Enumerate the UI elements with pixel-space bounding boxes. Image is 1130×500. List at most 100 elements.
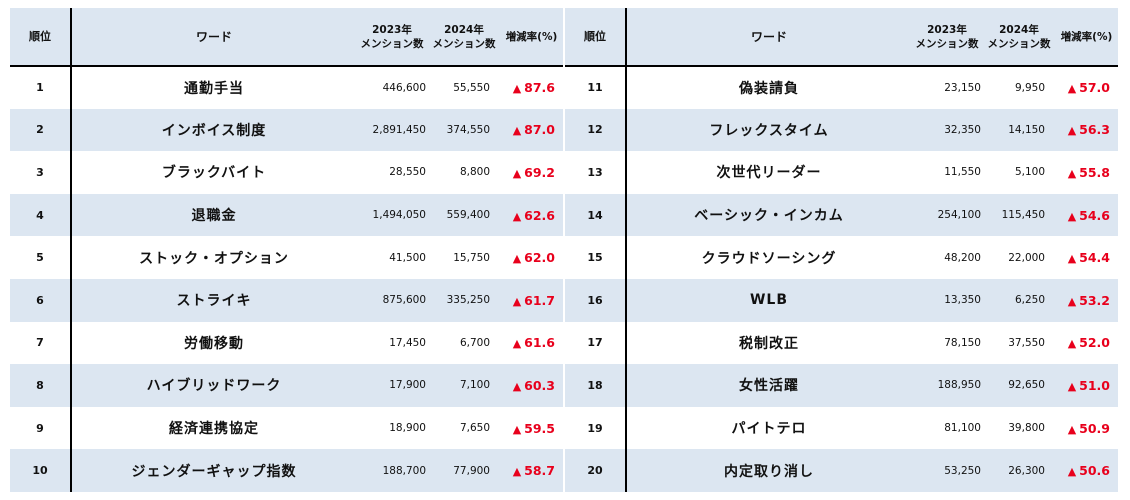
mentions-2023-cell: 17,900 — [356, 364, 428, 407]
rate-value: 53.2 — [1079, 292, 1110, 308]
rate-value: 57.0 — [1079, 80, 1110, 96]
table-row: 2 インボイス制度 2,891,450 374,550 ▲ 87.0 — [10, 108, 563, 152]
rate-cell: ▲ 56.3 — [1055, 108, 1118, 152]
table-row: 3 ブラックバイト 28,550 8,800 ▲ 69.2 — [10, 151, 563, 194]
mentions-2024-cell: 92,650 — [983, 364, 1055, 407]
rate-cell: ▲ 60.3 — [500, 364, 563, 407]
rate-value: 54.6 — [1079, 207, 1110, 223]
word-cell: 税制改正 — [626, 321, 911, 365]
rank-cell: 4 — [10, 193, 72, 237]
rank-cell: 7 — [10, 321, 72, 365]
mentions-2023-cell: 78,150 — [911, 321, 983, 365]
mentions-2023-cell: 446,600 — [356, 66, 428, 109]
up-triangle-icon: ▲ — [1067, 124, 1077, 138]
table-row: 8 ハイブリッドワーク 17,900 7,100 ▲ 60.3 — [10, 364, 563, 407]
table-header-row: 順位 ワード 2023年 メンション数 2024年 メンション数 増減率(%) — [565, 8, 1118, 66]
mentions-2023-cell: 11,550 — [911, 151, 983, 194]
word-cell: ベーシック・インカム — [626, 193, 911, 237]
table-row: 4 退職金 1,494,050 559,400 ▲ 62.6 — [10, 193, 563, 237]
word-cell: 内定取り消し — [626, 449, 911, 492]
mentions-2024-cell: 37,550 — [983, 321, 1055, 365]
mentions-2023-cell: 2,891,450 — [356, 108, 428, 152]
rank-cell: 11 — [565, 66, 627, 109]
table-row: 1 通勤手当 446,600 55,550 ▲ 87.6 — [10, 66, 563, 109]
word-cell: パイトテロ — [626, 406, 911, 450]
rate-value: 58.7 — [524, 463, 555, 479]
mentions-2023-cell: 28,550 — [356, 151, 428, 194]
rate-cell: ▲ 52.0 — [1055, 321, 1118, 365]
rate-cell: ▲ 54.4 — [1055, 236, 1118, 279]
header-2023-year: 2023年 — [927, 23, 967, 36]
rate-value: 62.0 — [524, 250, 555, 266]
mentions-2023-cell: 13,350 — [911, 278, 983, 322]
rank-cell: 17 — [565, 321, 627, 365]
up-triangle-icon: ▲ — [512, 124, 522, 138]
table-row: 18 女性活躍 188,950 92,650 ▲ 51.0 — [565, 364, 1118, 407]
mentions-2023-cell: 32,350 — [911, 108, 983, 152]
mentions-2023-cell: 48,200 — [911, 236, 983, 279]
rate-value: 62.6 — [524, 207, 555, 223]
rank-cell: 15 — [565, 236, 627, 279]
header-2024: 2024年 メンション数 — [428, 8, 500, 66]
word-cell: インボイス制度 — [71, 108, 356, 152]
rate-cell: ▲ 51.0 — [1055, 364, 1118, 407]
mentions-2024-cell: 6,700 — [428, 321, 500, 365]
table-row: 7 労働移動 17,450 6,700 ▲ 61.6 — [10, 321, 563, 365]
mentions-2024-cell: 115,450 — [983, 193, 1055, 237]
rate-value: 56.3 — [1079, 122, 1110, 138]
header-word: ワード — [71, 8, 356, 66]
word-cell: WLB — [626, 278, 911, 322]
rate-cell: ▲ 55.8 — [1055, 151, 1118, 194]
rate-cell: ▲ 54.6 — [1055, 193, 1118, 237]
up-triangle-icon: ▲ — [1067, 294, 1077, 308]
up-triangle-icon: ▲ — [1067, 422, 1077, 436]
header-2024-label: メンション数 — [987, 37, 1051, 50]
rate-cell: ▲ 53.2 — [1055, 278, 1118, 322]
rate-value: 61.7 — [524, 292, 555, 308]
up-triangle-icon: ▲ — [512, 252, 522, 266]
up-triangle-icon: ▲ — [512, 166, 522, 180]
rate-value: 60.3 — [524, 377, 555, 393]
word-cell: 通勤手当 — [71, 66, 356, 109]
word-cell: 女性活躍 — [626, 364, 911, 407]
rate-value: 87.0 — [524, 122, 555, 138]
word-cell: 次世代リーダー — [626, 151, 911, 194]
word-cell: 経済連携協定 — [71, 406, 356, 450]
rank-cell: 5 — [10, 236, 72, 279]
rank-cell: 6 — [10, 278, 72, 322]
mentions-2023-cell: 188,700 — [356, 449, 428, 492]
header-2023-year: 2023年 — [372, 23, 412, 36]
header-word: ワード — [626, 8, 911, 66]
word-cell: 偽装請負 — [626, 66, 911, 109]
up-triangle-icon: ▲ — [1067, 166, 1077, 180]
table-row: 12 フレックスタイム 32,350 14,150 ▲ 56.3 — [565, 108, 1118, 152]
table-row: 13 次世代リーダー 11,550 5,100 ▲ 55.8 — [565, 151, 1118, 194]
rate-cell: ▲ 62.0 — [500, 236, 563, 279]
header-rank: 順位 — [565, 8, 627, 66]
rate-value: 52.0 — [1079, 335, 1110, 351]
word-cell: ブラックバイト — [71, 151, 356, 194]
rank-cell: 10 — [10, 449, 72, 492]
rank-cell: 14 — [565, 193, 627, 237]
rate-value: 50.6 — [1079, 463, 1110, 479]
table-row: 5 ストック・オプション 41,500 15,750 ▲ 62.0 — [10, 236, 563, 279]
up-triangle-icon: ▲ — [512, 294, 522, 308]
header-2023-label: メンション数 — [915, 37, 979, 50]
table-row: 6 ストライキ 875,600 335,250 ▲ 61.7 — [10, 278, 563, 322]
table-header-row: 順位 ワード 2023年 メンション数 2024年 メンション数 増減率(%) — [10, 8, 563, 66]
rate-cell: ▲ 61.7 — [500, 278, 563, 322]
mentions-2024-cell: 9,950 — [983, 66, 1055, 109]
word-cell: 退職金 — [71, 193, 356, 237]
mentions-2023-cell: 188,950 — [911, 364, 983, 407]
header-2024-label: メンション数 — [432, 37, 496, 50]
word-cell: ジェンダーギャップ指数 — [71, 449, 356, 492]
up-triangle-icon: ▲ — [1067, 252, 1077, 266]
header-rank: 順位 — [10, 8, 72, 66]
rate-cell: ▲ 57.0 — [1055, 66, 1118, 109]
rank-cell: 16 — [565, 278, 627, 322]
mentions-2024-cell: 55,550 — [428, 66, 500, 109]
table-row: 10 ジェンダーギャップ指数 188,700 77,900 ▲ 58.7 — [10, 449, 563, 492]
table-row: 16 WLB 13,350 6,250 ▲ 53.2 — [565, 278, 1118, 322]
mentions-2024-cell: 335,250 — [428, 278, 500, 322]
